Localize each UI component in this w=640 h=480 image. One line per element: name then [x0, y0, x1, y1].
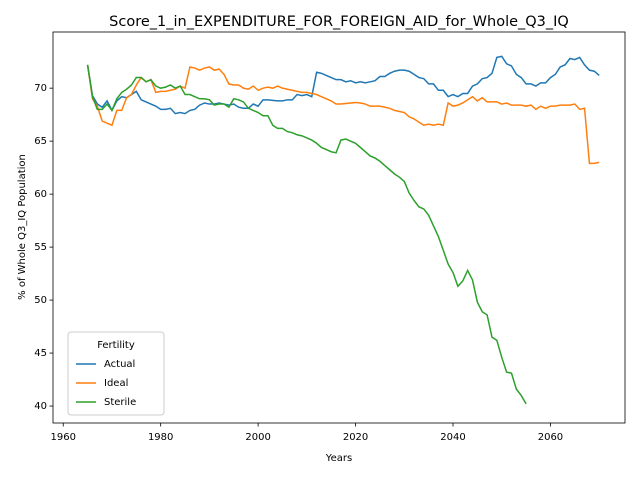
y-tick-label: 40	[34, 401, 47, 412]
y-tick-label: 50	[34, 295, 47, 306]
y-tick-label: 60	[34, 189, 47, 200]
y-tick-label: 55	[34, 242, 47, 253]
legend-label: Sterile	[104, 397, 136, 408]
y-tick-label: 45	[34, 348, 47, 359]
x-tick-label: 1980	[148, 432, 173, 443]
legend-title: Fertility	[97, 340, 135, 351]
x-tick-label: 2020	[343, 432, 368, 443]
chart-title: Score_1_in_EXPENDITURE_FOR_FOREIGN_AID_f…	[109, 14, 569, 30]
line-series	[86, 64, 600, 165]
line-series	[86, 64, 527, 405]
x-tick-label: 2040	[440, 432, 465, 443]
x-axis-label: Years	[325, 453, 352, 464]
legend-box	[67, 331, 165, 416]
y-tick-label: 70	[34, 83, 47, 94]
y-axis-label: % of Whole Q3_IQ Population	[17, 154, 28, 300]
plot-frame	[52, 31, 626, 424]
legend-label: Actual	[104, 359, 135, 370]
legend-label: Ideal	[104, 378, 128, 389]
x-tick-label: 1960	[51, 432, 76, 443]
x-tick-label: 2060	[538, 432, 563, 443]
line-series	[86, 55, 600, 115]
y-tick-label: 65	[34, 136, 47, 147]
x-tick-label: 2000	[245, 432, 270, 443]
